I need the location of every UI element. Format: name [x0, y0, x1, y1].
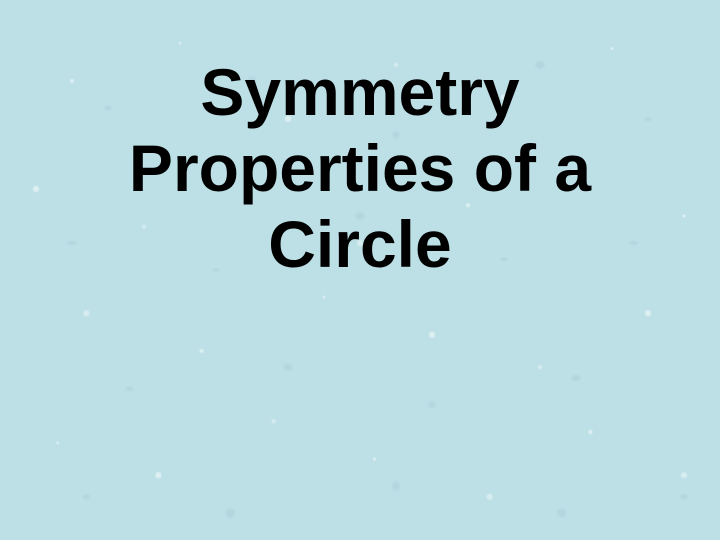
slide-title: Symmetry Properties of a Circle — [129, 55, 591, 283]
slide-container: Symmetry Properties of a Circle — [0, 0, 720, 540]
